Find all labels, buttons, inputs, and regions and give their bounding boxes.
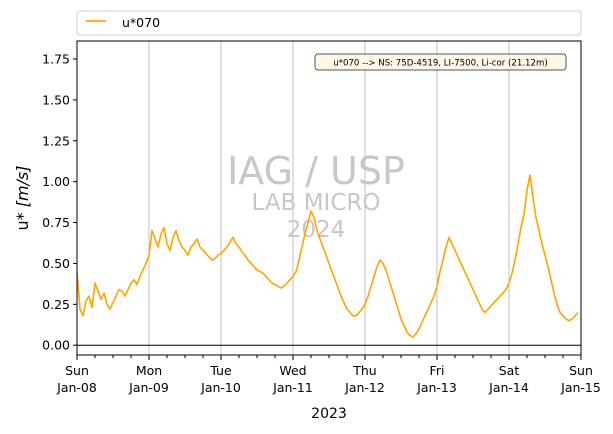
x-tick-date: Jan-15	[560, 380, 601, 395]
legend-label: u*070	[122, 15, 160, 30]
x-tick-date: Jan-12	[344, 380, 385, 395]
x-tick-date: Jan-11	[272, 380, 313, 395]
x-tick-date: Jan-10	[200, 380, 241, 395]
x-axis-label: 2023	[311, 406, 347, 422]
y-tick-label: 0.50	[42, 256, 70, 271]
x-tick-day: Mon	[136, 363, 162, 378]
x-tick-day: Sun	[569, 363, 593, 378]
watermark-line-1: IAG / USP	[227, 149, 405, 193]
x-axis: Sun Jan-08 Mon Jan-09 Tue Jan-10 Wed Jan-11 Thu J…	[56, 355, 601, 395]
y-tick-label: 1.50	[42, 92, 70, 107]
watermark-line-3: 2024	[287, 217, 346, 243]
x-tick-day: Wed	[279, 363, 306, 378]
x-tick-day: Sat	[499, 363, 520, 378]
x-tick-day: Thu	[352, 363, 376, 378]
y-tick-label: 0.00	[42, 338, 70, 353]
x-tick-day: Fri	[430, 363, 445, 378]
y-tick-label: 0.25	[42, 297, 70, 312]
y-axis-label-unit: [m/s]	[13, 165, 32, 207]
legend-box	[76, 10, 582, 36]
y-axis-label-prefix: u*	[13, 207, 32, 230]
grid-lines	[148, 41, 510, 355]
x-tick-date: Jan-09	[128, 380, 169, 395]
y-tick-label: 1.00	[42, 174, 70, 189]
x-tick-date: Jan-14	[488, 380, 529, 395]
x-tick-date: Jan-08	[56, 380, 97, 395]
y-tick-label: 1.25	[42, 133, 70, 148]
annotation-text: u*070 --> NS: 75D-4519, LI-7500, Li-cor …	[333, 59, 547, 69]
x-tick-day: Sun	[65, 363, 89, 378]
y-axis: 0.00 0.25 0.50 0.75 1.00 1.25 1.50 1.75	[42, 51, 77, 353]
x-tick-date: Jan-13	[416, 380, 457, 395]
watermark-line-2: LAB MICRO	[252, 190, 381, 216]
annotation-box	[314, 53, 567, 71]
x-tick-day: Tue	[209, 363, 232, 378]
y-tick-label: 1.75	[42, 51, 70, 66]
series-line-u070	[76, 174, 579, 338]
y-axis-label: u* [m/s]	[13, 165, 32, 230]
y-tick-label: 0.75	[42, 215, 70, 230]
